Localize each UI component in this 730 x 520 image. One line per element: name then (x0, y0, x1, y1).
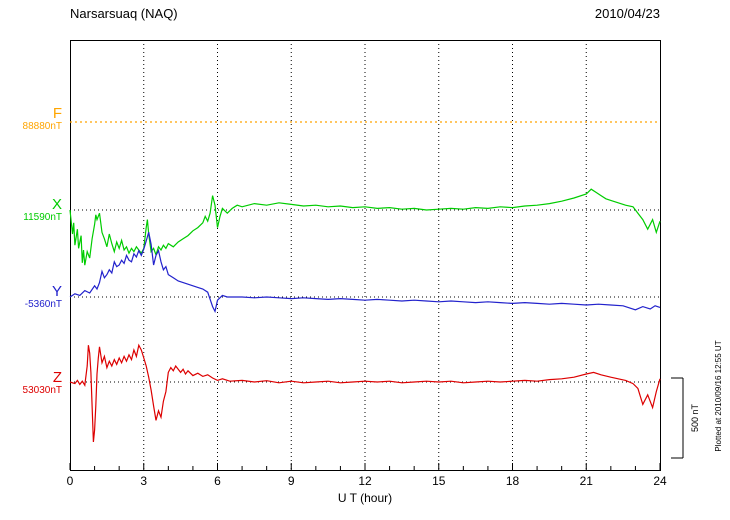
trace-value-z: 53030nT (22, 385, 62, 396)
trace-value-f: 88880nT (22, 121, 62, 132)
x-tick-label: 12 (358, 474, 372, 488)
x-tick-label: 3 (140, 474, 148, 488)
trace-y (69, 232, 661, 314)
trace-z (69, 343, 661, 443)
x-tick-label: 9 (287, 474, 295, 488)
x-tick-label: 21 (579, 474, 593, 488)
trace-x (69, 188, 661, 266)
x-tick-label: 24 (653, 474, 667, 488)
plotted-at-credit: Plotted at 2010/09/16 12:55 UT (714, 340, 723, 452)
trace-letter-f: F (52, 105, 62, 122)
trace-letter-y: Y (51, 283, 62, 300)
trace-value-x: 11590nT (23, 212, 62, 223)
trace-label-f: F 88880nT (8, 106, 62, 133)
trace-letter-x: X (51, 196, 62, 213)
trace-value-y: -5360nT (24, 299, 62, 310)
x-tick-label: 15 (432, 474, 446, 488)
trace-letter-z: Z (52, 369, 62, 386)
trace-label-x: X 11590nT (8, 197, 62, 224)
x-tick-label: 0 (66, 474, 74, 488)
x-tick-label: 18 (505, 474, 520, 488)
station-title: Narsarsuaq (NAQ) (70, 6, 178, 21)
x-tick-label: 6 (214, 474, 221, 488)
scale-bar-label: 500 nT (690, 403, 700, 433)
plot-date: 2010/04/23 (594, 6, 660, 21)
x-axis-label: U T (hour) (337, 491, 393, 505)
trace-label-z: Z 53030nT (8, 370, 62, 397)
trace-label-y: Y -5360nT (8, 284, 62, 311)
